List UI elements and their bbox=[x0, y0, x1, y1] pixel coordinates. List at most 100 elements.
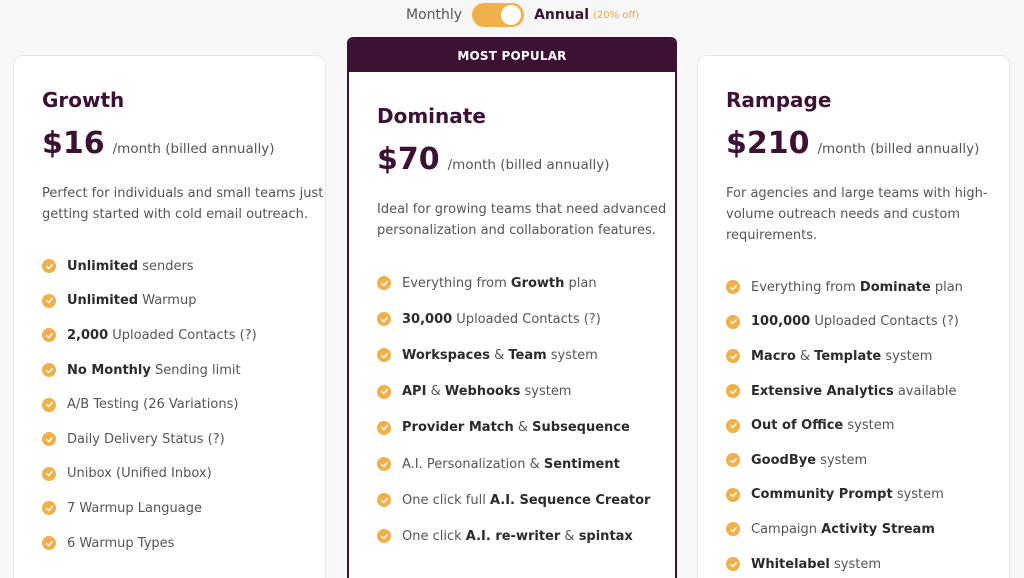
feature-text: 6 Warmup Types bbox=[67, 535, 175, 551]
feature-text: Workspaces & Team system bbox=[402, 347, 598, 363]
feature-item: Macro & Template system bbox=[726, 339, 1009, 374]
plan-card-rampage: Rampage $210 /month (billed annually) Fo… bbox=[697, 55, 1010, 578]
feature-item: Whitelabel system bbox=[726, 547, 1009, 578]
check-icon bbox=[42, 536, 56, 551]
feature-text: Unlimited senders bbox=[67, 258, 194, 274]
feature-item: Unibox (Unified Inbox) bbox=[42, 457, 325, 492]
feature-item: 6 Warmup Types bbox=[42, 526, 325, 561]
price-row: $210 /month (billed annually) bbox=[726, 126, 1009, 161]
check-icon bbox=[377, 493, 391, 508]
plan-card-growth: Growth $16 /month (billed annually) Perf… bbox=[13, 55, 326, 578]
feature-item: Unlimited Warmup bbox=[42, 284, 325, 319]
feature-item: Campaign Activity Stream bbox=[726, 512, 1009, 547]
billing-switch[interactable] bbox=[472, 3, 525, 27]
feature-item: 30,000 Uploaded Contacts (?) bbox=[377, 301, 675, 337]
feature-text: One click full A.I. Sequence Creator bbox=[402, 492, 651, 508]
check-icon bbox=[726, 453, 740, 468]
feature-text: 100,000 Uploaded Contacts (?) bbox=[751, 314, 959, 330]
plan-name: Dominate bbox=[377, 104, 486, 128]
check-icon bbox=[726, 418, 740, 433]
plan-name: Rampage bbox=[726, 88, 832, 112]
monthly-label[interactable]: Monthly bbox=[406, 7, 463, 23]
plan-period: /month (billed annually) bbox=[112, 141, 275, 157]
check-icon bbox=[42, 328, 56, 343]
discount-badge: (20% off) bbox=[593, 9, 640, 21]
feature-item: Workspaces & Team system bbox=[377, 337, 675, 373]
feature-item: No Monthly Sending limit bbox=[42, 353, 325, 388]
check-icon bbox=[377, 420, 391, 435]
feature-list: Everything from Growth plan 30,000 Upload… bbox=[377, 265, 675, 555]
check-icon bbox=[42, 397, 56, 412]
feature-item: Out of Office system bbox=[726, 408, 1009, 443]
check-icon bbox=[377, 529, 391, 544]
feature-text: No Monthly Sending limit bbox=[67, 362, 241, 378]
feature-text: Everything from Dominate plan bbox=[751, 279, 963, 295]
feature-text: A.I. Personalization & Sentiment bbox=[402, 456, 620, 472]
feature-item: Daily Delivery Status (?) bbox=[42, 422, 325, 457]
check-icon bbox=[42, 466, 56, 481]
feature-item: 2,000 Uploaded Contacts (?) bbox=[42, 318, 325, 353]
feature-text: 30,000 Uploaded Contacts (?) bbox=[402, 311, 601, 327]
check-icon bbox=[726, 557, 740, 572]
feature-text: Daily Delivery Status (?) bbox=[67, 431, 225, 447]
feature-text: API & Webhooks system bbox=[402, 384, 572, 400]
plan-period: /month (billed annually) bbox=[817, 141, 980, 157]
feature-item: API & Webhooks system bbox=[377, 374, 675, 410]
feature-text: Whitelabel system bbox=[751, 556, 882, 572]
feature-text: 2,000 Uploaded Contacts (?) bbox=[67, 327, 257, 343]
feature-text: Unibox (Unified Inbox) bbox=[67, 466, 212, 482]
check-icon bbox=[726, 349, 740, 364]
check-icon bbox=[42, 363, 56, 378]
check-icon bbox=[726, 314, 740, 329]
price-row: $70 /month (billed annually) bbox=[377, 142, 675, 177]
feature-item: Everything from Growth plan bbox=[377, 265, 675, 301]
feature-item: A.I. Personalization & Sentiment bbox=[377, 446, 675, 482]
check-icon bbox=[726, 384, 740, 399]
check-icon bbox=[42, 501, 56, 516]
price-row: $16 /month (billed annually) bbox=[42, 126, 325, 161]
check-icon bbox=[42, 259, 56, 274]
feature-text: A/B Testing (26 Variations) bbox=[67, 397, 239, 413]
most-popular-badge: MOST POPULAR bbox=[349, 39, 675, 72]
feature-item: GoodBye system bbox=[726, 443, 1009, 478]
check-icon bbox=[377, 457, 391, 472]
feature-text: Everything from Growth plan bbox=[402, 275, 597, 291]
feature-text: Unlimited Warmup bbox=[67, 293, 197, 309]
feature-item: 7 Warmup Language bbox=[42, 491, 325, 526]
switch-knob bbox=[501, 5, 522, 25]
feature-item: Unlimited senders bbox=[42, 249, 325, 284]
feature-item: One click A.I. re-writer & spintax bbox=[377, 518, 675, 554]
feature-text: Provider Match & Subsequence bbox=[402, 420, 630, 436]
feature-text: Community Prompt system bbox=[751, 487, 944, 503]
annual-label[interactable]: Annual bbox=[534, 7, 590, 23]
billing-toggle-bar: Monthly Annual (20% off) bbox=[0, 0, 1024, 30]
feature-text: 7 Warmup Language bbox=[67, 500, 202, 516]
plan-description: Ideal for growing teams that need advanc… bbox=[377, 202, 667, 238]
feature-list: Everything from Dominate plan 100,000 Upl… bbox=[726, 270, 1009, 578]
feature-text: Extensive Analytics available bbox=[751, 383, 957, 399]
feature-item: Everything from Dominate plan bbox=[726, 270, 1009, 305]
plan-price: $16 bbox=[42, 126, 105, 161]
check-icon bbox=[377, 312, 391, 327]
plan-description: For agencies and large teams with high-v… bbox=[726, 186, 988, 243]
feature-item: Provider Match & Subsequence bbox=[377, 410, 675, 446]
plan-name: Growth bbox=[42, 88, 125, 112]
feature-item: Community Prompt system bbox=[726, 478, 1009, 513]
check-icon bbox=[726, 487, 740, 502]
check-icon bbox=[42, 293, 56, 308]
plan-card-dominate: MOST POPULAR Dominate $70 /month (billed… bbox=[347, 37, 677, 578]
check-icon bbox=[377, 276, 391, 291]
check-icon bbox=[726, 280, 740, 295]
feature-item: One click full A.I. Sequence Creator bbox=[377, 482, 675, 518]
plan-period: /month (billed annually) bbox=[447, 157, 610, 173]
check-icon bbox=[42, 432, 56, 447]
feature-item: 100,000 Uploaded Contacts (?) bbox=[726, 305, 1009, 340]
plan-price: $70 bbox=[377, 142, 440, 177]
check-icon bbox=[377, 384, 391, 399]
feature-text: Out of Office system bbox=[751, 418, 895, 434]
check-icon bbox=[377, 348, 391, 363]
plan-price: $210 bbox=[726, 126, 810, 161]
feature-list: Unlimited senders Unlimited Warmup 2,000 U… bbox=[42, 249, 325, 560]
feature-text: One click A.I. re-writer & spintax bbox=[402, 528, 633, 544]
feature-item: A/B Testing (26 Variations) bbox=[42, 387, 325, 422]
